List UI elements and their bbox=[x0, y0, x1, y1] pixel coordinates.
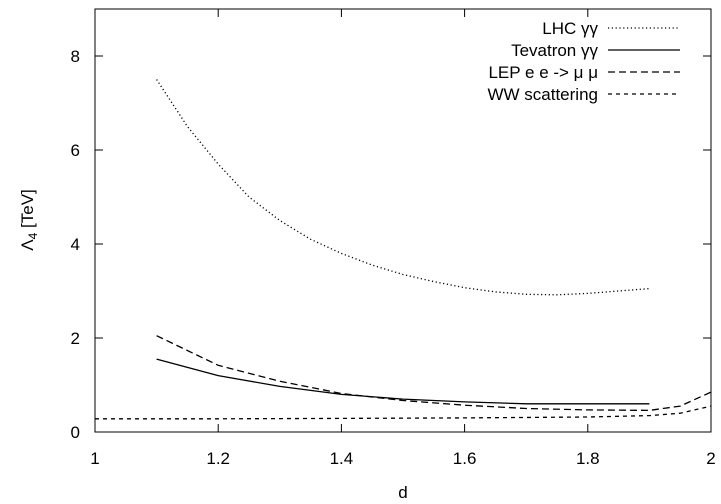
axis-ticks: 1 1.2 1.4 1.6 1.8 2 0 2 4 6 8 bbox=[71, 9, 716, 468]
legend-label-3: LEP e e -> μ μ bbox=[488, 63, 598, 82]
y-axis-label-subscript: 4 bbox=[26, 232, 40, 239]
y-tick-label: 4 bbox=[71, 235, 80, 254]
y-tick-label: 8 bbox=[71, 47, 80, 66]
plot-frame bbox=[94, 8, 712, 433]
y-axis-label-symbol: Λ bbox=[18, 239, 37, 251]
series-line-2 bbox=[156, 358, 650, 405]
series-line-3 bbox=[156, 335, 712, 412]
x-tick-label: 1 bbox=[90, 449, 99, 468]
x-axis-label: d bbox=[398, 483, 407, 502]
legend-label-1: LHC γγ bbox=[542, 19, 598, 38]
y-tick-label: 2 bbox=[71, 329, 80, 348]
legend-label-4: WW scattering bbox=[487, 85, 598, 104]
y-axis-label-unit: [TeV] bbox=[18, 189, 37, 232]
series-group bbox=[95, 79, 712, 420]
y-axis-label: Λ4 [TeV] bbox=[18, 189, 40, 251]
legend-label-2: Tevatron γγ bbox=[511, 41, 598, 60]
x-tick-label: 1.6 bbox=[453, 449, 477, 468]
x-tick-label: 2 bbox=[706, 449, 715, 468]
x-tick-label: 1.2 bbox=[206, 449, 230, 468]
legend: LHC γγ Tevatron γγ LEP e e -> μ μ WW scatte… bbox=[487, 19, 680, 104]
x-tick-label: 1.8 bbox=[576, 449, 600, 468]
series-line-1 bbox=[156, 79, 650, 296]
x-tick-label: 1.4 bbox=[330, 449, 354, 468]
series-line-4 bbox=[95, 405, 712, 420]
y-tick-label: 6 bbox=[71, 141, 80, 160]
y-tick-label: 0 bbox=[71, 423, 80, 442]
